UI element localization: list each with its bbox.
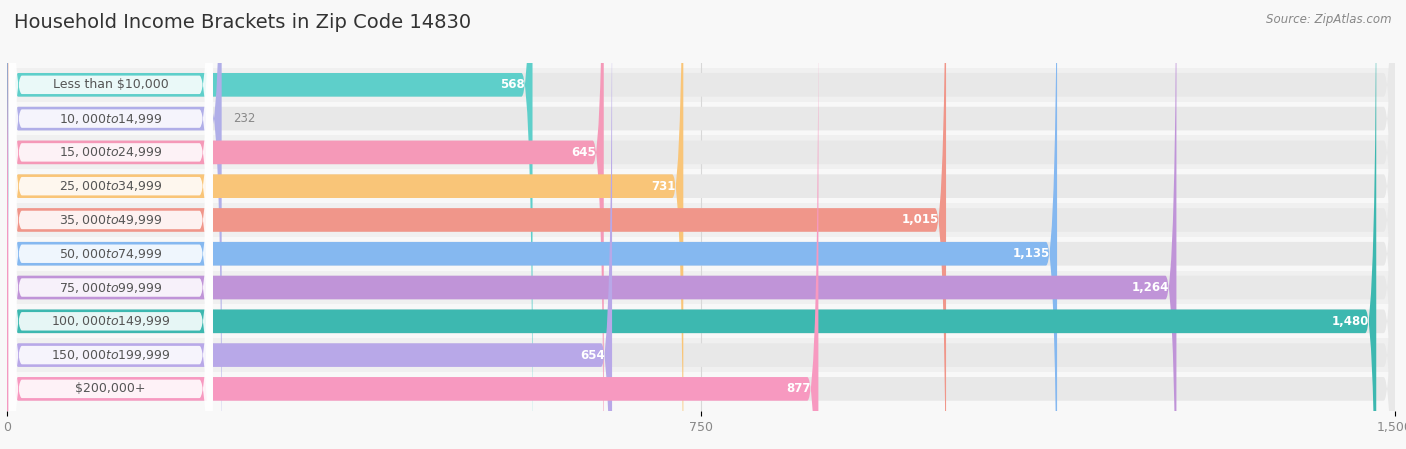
FancyBboxPatch shape	[8, 0, 212, 449]
FancyBboxPatch shape	[7, 0, 1395, 449]
Text: $100,000 to $149,999: $100,000 to $149,999	[51, 314, 170, 328]
FancyBboxPatch shape	[8, 0, 212, 449]
Text: 654: 654	[579, 348, 605, 361]
Bar	[7, 237, 1395, 271]
FancyBboxPatch shape	[7, 0, 818, 449]
FancyBboxPatch shape	[7, 0, 612, 449]
Text: Less than $10,000: Less than $10,000	[53, 78, 169, 91]
FancyBboxPatch shape	[7, 0, 1395, 449]
Bar	[7, 169, 1395, 203]
FancyBboxPatch shape	[8, 0, 212, 449]
Text: 232: 232	[233, 112, 254, 125]
FancyBboxPatch shape	[7, 0, 1395, 449]
Text: $150,000 to $199,999: $150,000 to $199,999	[51, 348, 170, 362]
FancyBboxPatch shape	[7, 0, 1395, 449]
FancyBboxPatch shape	[8, 0, 212, 449]
Text: 1,135: 1,135	[1012, 247, 1050, 260]
Bar	[7, 102, 1395, 136]
Bar	[7, 372, 1395, 406]
FancyBboxPatch shape	[7, 0, 683, 449]
Text: Household Income Brackets in Zip Code 14830: Household Income Brackets in Zip Code 14…	[14, 13, 471, 32]
FancyBboxPatch shape	[7, 0, 1395, 449]
FancyBboxPatch shape	[7, 0, 1177, 449]
FancyBboxPatch shape	[7, 0, 222, 449]
FancyBboxPatch shape	[8, 0, 212, 449]
FancyBboxPatch shape	[8, 0, 212, 449]
Text: $75,000 to $99,999: $75,000 to $99,999	[59, 281, 163, 295]
FancyBboxPatch shape	[7, 0, 603, 449]
Text: 877: 877	[786, 383, 811, 396]
FancyBboxPatch shape	[7, 0, 1395, 449]
FancyBboxPatch shape	[7, 0, 1057, 449]
FancyBboxPatch shape	[7, 0, 533, 449]
FancyBboxPatch shape	[7, 0, 1395, 449]
Text: 645: 645	[572, 146, 596, 159]
FancyBboxPatch shape	[7, 0, 946, 449]
Text: 1,264: 1,264	[1132, 281, 1168, 294]
Bar	[7, 304, 1395, 338]
FancyBboxPatch shape	[7, 0, 1395, 449]
Text: 1,015: 1,015	[901, 213, 939, 226]
FancyBboxPatch shape	[8, 0, 212, 449]
FancyBboxPatch shape	[7, 0, 1395, 449]
Text: 568: 568	[501, 78, 524, 91]
Text: $35,000 to $49,999: $35,000 to $49,999	[59, 213, 163, 227]
Text: $10,000 to $14,999: $10,000 to $14,999	[59, 112, 163, 126]
FancyBboxPatch shape	[8, 0, 212, 449]
Bar	[7, 203, 1395, 237]
FancyBboxPatch shape	[8, 0, 212, 449]
FancyBboxPatch shape	[8, 0, 212, 449]
Text: 1,480: 1,480	[1331, 315, 1369, 328]
Bar	[7, 271, 1395, 304]
Bar	[7, 136, 1395, 169]
Bar	[7, 338, 1395, 372]
Text: $25,000 to $34,999: $25,000 to $34,999	[59, 179, 163, 193]
Text: $200,000+: $200,000+	[76, 383, 146, 396]
Text: Source: ZipAtlas.com: Source: ZipAtlas.com	[1267, 13, 1392, 26]
Bar	[7, 68, 1395, 102]
Text: $50,000 to $74,999: $50,000 to $74,999	[59, 247, 163, 261]
FancyBboxPatch shape	[7, 0, 1395, 449]
Text: $15,000 to $24,999: $15,000 to $24,999	[59, 145, 163, 159]
FancyBboxPatch shape	[7, 0, 1376, 449]
Text: 731: 731	[651, 180, 676, 193]
